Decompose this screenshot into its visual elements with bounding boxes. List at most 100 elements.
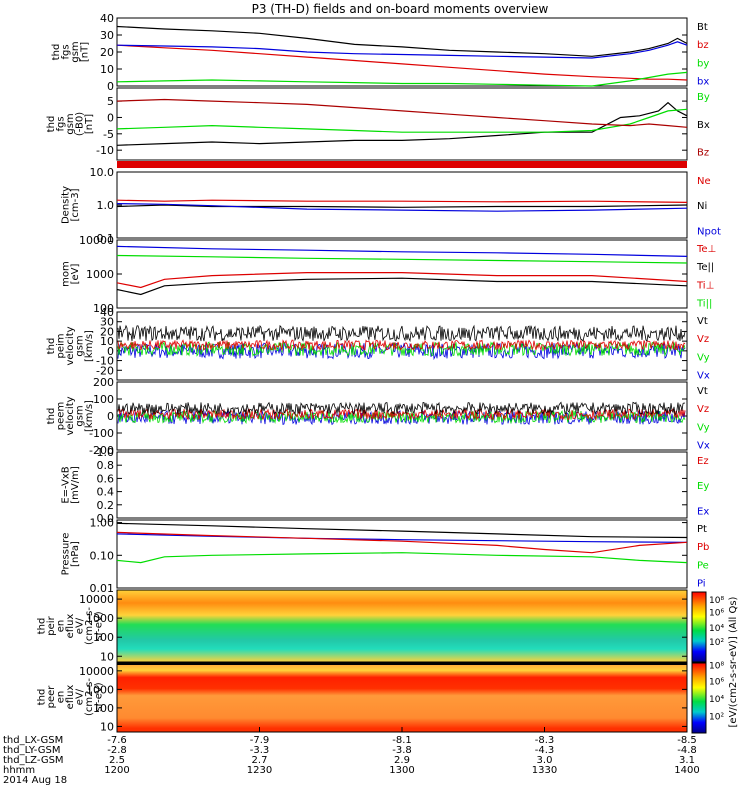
panel-frame: [116, 311, 688, 381]
x-tick-label: 1330: [532, 765, 557, 776]
x-row-label: thd_LX-GSM: [3, 735, 63, 746]
spectrogram-top-band: [117, 662, 687, 665]
legend-label: Vz: [697, 334, 709, 345]
colorbar-tick-label: 10⁴: [709, 624, 724, 634]
y-axis-label: thd: [46, 408, 57, 425]
panel-frame: [116, 17, 688, 87]
series-trace: [117, 409, 686, 425]
panel-frame: [116, 519, 688, 589]
y-tick-label: -10: [96, 144, 114, 157]
panel-9: 10 100 1000 10000 thdpeirenefluxeV/(cm2-s-sr…: [37, 589, 688, 663]
y-tick-label: 10: [100, 720, 114, 733]
x-row-label: thd_LY-GSM: [3, 745, 60, 756]
y-tick-label: 100: [93, 302, 114, 315]
y-tick-label: 0.6: [97, 472, 115, 485]
y-tick-label: 1000: [86, 268, 114, 281]
y-tick-label: 0: [107, 345, 114, 358]
y-tick-label: 1.0: [97, 199, 115, 212]
y-axis-label: en: [56, 620, 67, 633]
y-axis-label: Density: [60, 186, 71, 224]
x-tick-label: 3.1: [679, 755, 695, 766]
x-tick-label: -8.1: [392, 735, 412, 746]
legend-label: Npot: [697, 226, 721, 237]
x-tick-label: 1400: [674, 765, 699, 776]
colorbar-tick-label: 10⁶: [709, 678, 724, 688]
electron-spectrogram: [117, 662, 687, 732]
status-bar: [117, 161, 687, 168]
legend-label: Bz: [697, 148, 709, 159]
series-line: [116, 199, 688, 203]
y-tick-label: 0.0: [97, 512, 115, 525]
legend-label: bx: [697, 77, 709, 88]
y-tick-label: 0.8: [97, 459, 115, 472]
y-axis-label: peir: [46, 615, 57, 635]
y-tick-label: 100: [93, 393, 114, 406]
y-axis-label: en: [56, 691, 67, 704]
series-line: [116, 204, 688, 208]
y-axis-label: sr-eV): [94, 611, 105, 640]
legend-label: Vy: [697, 352, 710, 363]
panel-10: 10 100 1000 10000 thdpeerenefluxeV/(cm2-s-sr…: [37, 661, 688, 733]
y-tick-label: -20: [96, 364, 114, 377]
y-tick-label: 5: [107, 95, 114, 108]
y-axis-label: [cm-3]: [70, 188, 81, 221]
y-tick-label: 10.0: [90, 166, 115, 179]
y-tick-label: 200: [93, 376, 114, 389]
y-axis-label: thd: [37, 689, 48, 706]
legend-label: Vt: [697, 386, 708, 397]
y-tick-label: 0.1: [97, 232, 115, 245]
y-axis-label: [mV/m]: [70, 466, 81, 504]
legend-label: Vt: [697, 316, 708, 327]
y-axis-label: thd: [51, 44, 62, 61]
panel-frame: [116, 87, 688, 161]
colorbar-tick-label: 10⁶: [709, 609, 724, 619]
y-tick-label: 30: [100, 316, 114, 329]
x-tick-label: 1230: [247, 765, 272, 776]
y-axis-label: gsm: [70, 41, 81, 62]
y-axis-label: gsm: [75, 335, 86, 356]
y-axis-label: thd: [46, 338, 57, 355]
x-tick-label: -2.8: [107, 745, 127, 756]
y-axis-label: peim: [56, 333, 67, 358]
legend-label: Ti⊥: [696, 280, 714, 291]
x-tick-label: -7.9: [250, 735, 270, 746]
y-tick-label: 10000: [79, 593, 114, 606]
x-tick-label: 1300: [389, 765, 414, 776]
y-axis-label: eflux: [65, 685, 76, 710]
panel-3: 0.1 1.0 10.0 Density[cm-3] Ne Ni Npot: [60, 166, 721, 245]
x-tick-label: -7.6: [107, 735, 127, 746]
legend-label: By: [697, 92, 710, 103]
series-trace: [117, 401, 686, 416]
legend-label: bz: [697, 40, 709, 51]
legend-label: Ti||: [696, 299, 712, 310]
y-axis-label: [nT]: [84, 114, 95, 134]
panel-frame: [116, 239, 688, 309]
x-tick-label: 3.0: [537, 755, 553, 766]
series-trace: [117, 341, 686, 357]
x-tick-label: 2.5: [109, 755, 125, 766]
series-line: [116, 245, 688, 257]
y-axis-label: velocity: [65, 326, 76, 365]
x-tick-label: 2.7: [252, 755, 268, 766]
y-tick-label: 0.10: [90, 549, 115, 562]
x-date-label: 2014 Aug 18: [3, 775, 67, 786]
y-tick-label: 0.2: [97, 499, 115, 512]
y-tick-label: 0: [107, 410, 114, 423]
y-axis-label: [km/s]: [84, 330, 95, 362]
y-axis-label: fgs: [56, 116, 67, 131]
y-tick-label: -200: [89, 444, 114, 457]
y-axis-label: eflux: [65, 614, 76, 639]
legend-label: Pe: [697, 560, 709, 571]
legend-label: Ez: [697, 456, 709, 467]
legend-label: Te||: [696, 262, 714, 273]
series-line: [116, 44, 688, 81]
y-axis-label: gsm: [65, 113, 76, 134]
y-axis-label: [km/s]: [84, 400, 95, 432]
x-tick-label: -8.3: [535, 735, 555, 746]
y-axis-label: velocity: [65, 396, 76, 435]
y-axis-label: (cm2-s-: [84, 678, 95, 716]
